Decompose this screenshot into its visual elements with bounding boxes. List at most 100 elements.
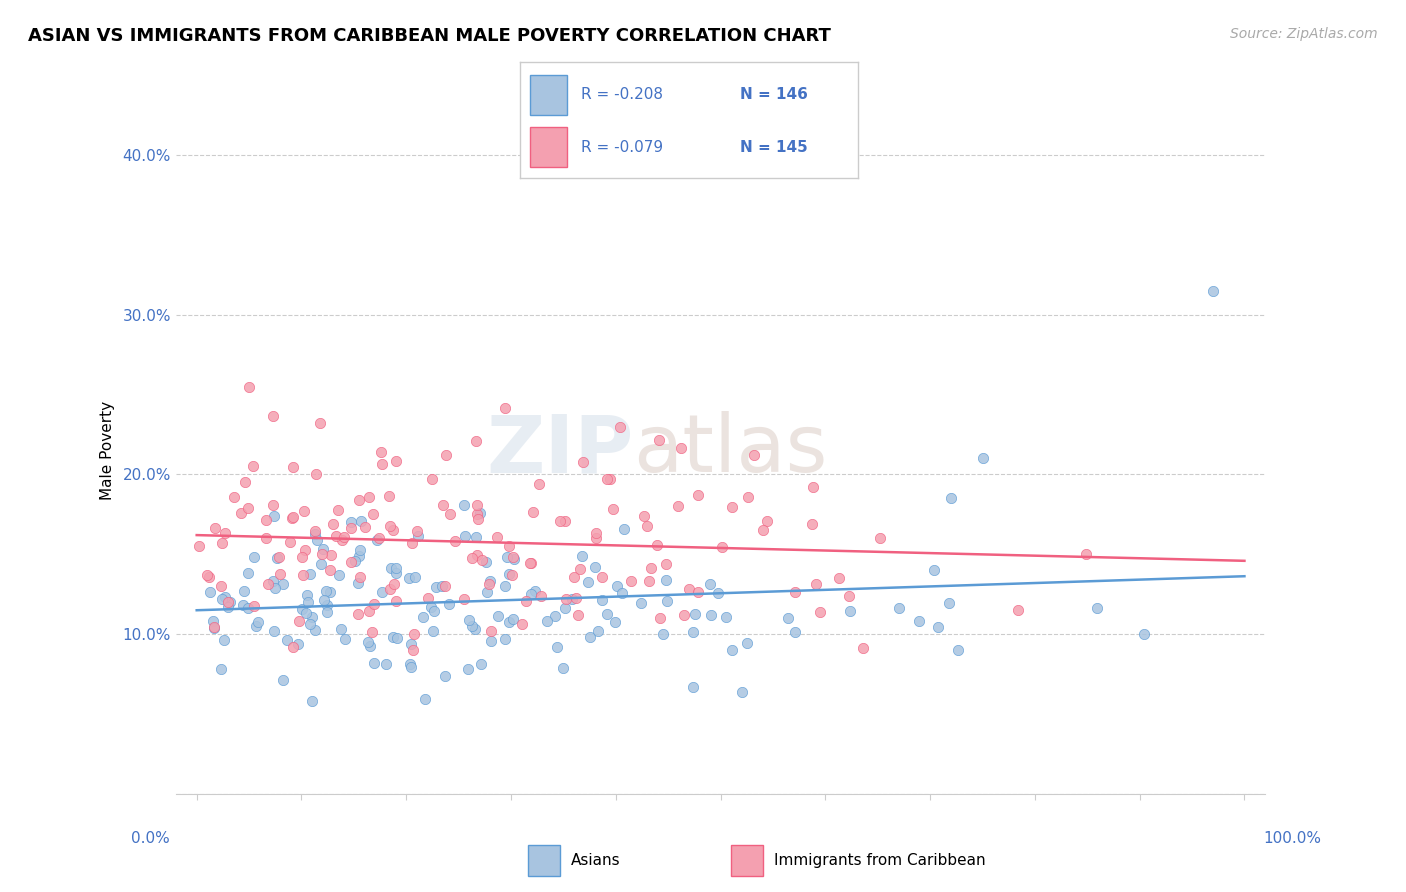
Point	[457, 613, 479, 627]
Point	[263, 624, 285, 639]
Point	[361, 624, 384, 639]
Point	[262, 409, 284, 423]
Point	[519, 556, 541, 570]
Point	[470, 506, 492, 520]
Point	[437, 597, 460, 611]
Point	[238, 566, 260, 580]
Point	[721, 500, 744, 514]
Text: ZIP: ZIP	[486, 411, 633, 490]
Point	[543, 609, 565, 624]
Point	[554, 514, 576, 528]
Point	[972, 451, 994, 466]
Point	[519, 586, 541, 600]
Point	[924, 563, 946, 577]
Point	[568, 561, 591, 575]
Point	[349, 570, 371, 584]
Point	[384, 561, 406, 575]
Point	[333, 632, 356, 647]
Point	[380, 582, 402, 596]
Point	[299, 566, 322, 581]
Text: Source: ZipAtlas.com: Source: ZipAtlas.com	[1230, 27, 1378, 41]
Point	[195, 568, 218, 582]
Point	[510, 617, 533, 632]
Point	[202, 620, 225, 634]
Point	[328, 503, 350, 517]
Point	[682, 624, 704, 639]
Point	[619, 574, 641, 588]
Point	[465, 507, 488, 521]
Point	[382, 577, 405, 591]
Point	[633, 508, 655, 523]
Point	[236, 500, 259, 515]
Point	[404, 570, 426, 584]
Point	[502, 549, 524, 564]
Point	[498, 539, 520, 553]
Y-axis label: Male Poverty: Male Poverty	[100, 401, 115, 500]
Point	[839, 604, 862, 618]
Point	[801, 480, 824, 494]
Bar	[530, 128, 568, 167]
Point	[645, 538, 668, 552]
Point	[852, 640, 875, 655]
Point	[494, 401, 516, 415]
Point	[498, 615, 520, 629]
Point	[366, 533, 388, 547]
Point	[571, 549, 593, 563]
Point	[630, 596, 652, 610]
Point	[187, 539, 209, 553]
Point	[398, 657, 420, 672]
Point	[655, 594, 678, 608]
Point	[301, 694, 323, 708]
Point	[443, 533, 465, 548]
Point	[309, 557, 332, 571]
Point	[652, 627, 675, 641]
Point	[238, 379, 260, 393]
Point	[316, 605, 339, 619]
Point	[211, 591, 233, 606]
Point	[276, 633, 298, 648]
Point	[312, 541, 335, 556]
Point	[585, 526, 607, 541]
Point	[218, 595, 240, 609]
Point	[399, 637, 422, 651]
Point	[370, 444, 392, 458]
Point	[399, 660, 422, 674]
Point	[349, 549, 371, 563]
Text: R = -0.208: R = -0.208	[581, 87, 664, 103]
Point	[606, 579, 628, 593]
Point	[222, 490, 245, 504]
Point	[315, 598, 337, 612]
Point	[378, 518, 401, 533]
Point	[245, 619, 267, 633]
Point	[295, 588, 318, 602]
Point	[257, 576, 280, 591]
Point	[281, 511, 304, 525]
Point	[838, 590, 860, 604]
Point	[707, 585, 730, 599]
Point	[785, 584, 807, 599]
Point	[548, 514, 571, 528]
Point	[412, 609, 434, 624]
Point	[247, 615, 270, 629]
Point	[434, 579, 457, 593]
Bar	[530, 75, 568, 114]
Point	[328, 567, 350, 582]
Point	[291, 568, 314, 582]
Point	[479, 634, 502, 648]
Point	[359, 491, 381, 505]
Point	[402, 627, 425, 641]
Point	[666, 499, 689, 513]
Point	[297, 595, 319, 609]
Point	[478, 577, 501, 591]
Point	[567, 607, 589, 622]
Point	[243, 549, 266, 564]
Point	[346, 607, 368, 622]
Point	[304, 467, 326, 481]
Point	[304, 526, 326, 541]
Point	[283, 510, 305, 524]
Point	[340, 515, 363, 529]
Point	[591, 570, 613, 584]
Point	[530, 589, 553, 603]
Point	[737, 490, 759, 504]
Point	[301, 610, 323, 624]
